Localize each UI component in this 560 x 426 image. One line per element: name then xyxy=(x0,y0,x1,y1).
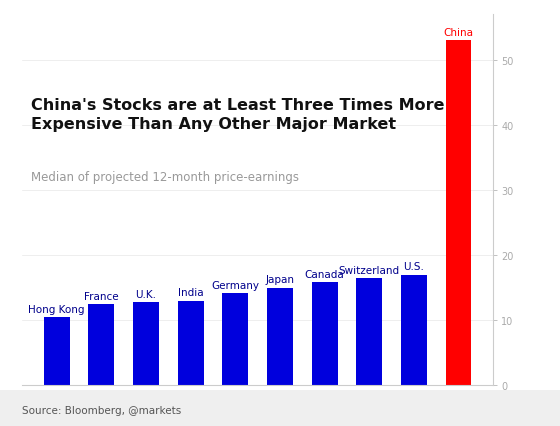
Text: Switzerland: Switzerland xyxy=(339,265,400,275)
Text: India: India xyxy=(178,288,203,298)
Bar xyxy=(88,304,114,386)
Text: China: China xyxy=(444,28,473,37)
Text: Source: Bloomberg, @markets: Source: Bloomberg, @markets xyxy=(22,405,181,414)
Text: Germany: Germany xyxy=(211,280,259,290)
Bar xyxy=(356,278,382,386)
Bar xyxy=(267,288,293,386)
Bar xyxy=(401,275,427,386)
Text: Median of projected 12-month price-earnings: Median of projected 12-month price-earni… xyxy=(31,170,299,183)
Text: U.S.: U.S. xyxy=(403,262,424,272)
Text: Canada: Canada xyxy=(305,270,344,279)
Text: Hong Kong: Hong Kong xyxy=(29,304,85,314)
Bar xyxy=(222,293,248,386)
Text: Japan: Japan xyxy=(265,275,295,285)
Bar xyxy=(178,301,204,386)
Text: China's Stocks are at Least Three Times More
Expensive Than Any Other Major Mark: China's Stocks are at Least Three Times … xyxy=(31,98,444,132)
Text: U.K.: U.K. xyxy=(136,289,156,299)
Bar xyxy=(133,302,159,386)
Bar xyxy=(311,283,338,386)
Text: France: France xyxy=(84,291,119,301)
Bar xyxy=(44,317,69,386)
Bar xyxy=(446,41,472,386)
